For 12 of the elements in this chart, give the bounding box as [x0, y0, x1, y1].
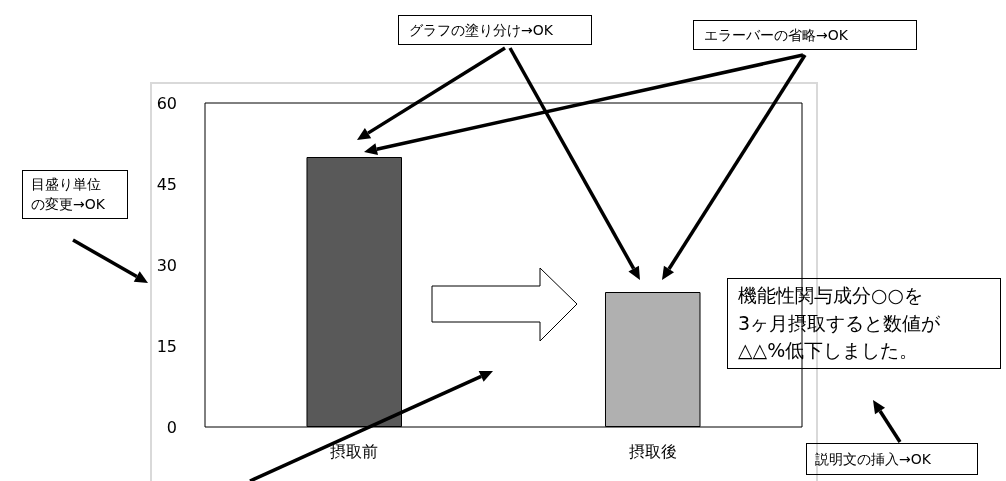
text: エラーバーの省略→OK [693, 20, 917, 51]
annotation: 機能性関与成分○○を3ヶ月摂取すると数値が△△%低下しました。 [727, 278, 1001, 369]
x-tick-label: 摂取後 [628, 441, 677, 461]
y-tick-label: 60 [156, 93, 177, 113]
y-tick-label: 45 [156, 174, 177, 194]
text: 説明文の挿入→OK [806, 443, 978, 476]
y-tick-label: 30 [156, 255, 177, 275]
y-tick-label: 15 [156, 336, 177, 356]
x-tick-label: 摂取前 [330, 441, 379, 461]
text: グラフの塗り分け→OK [398, 15, 592, 46]
text: 目盛り単位の変更→OK [22, 170, 128, 219]
y-tick-label: 0 [166, 417, 177, 437]
